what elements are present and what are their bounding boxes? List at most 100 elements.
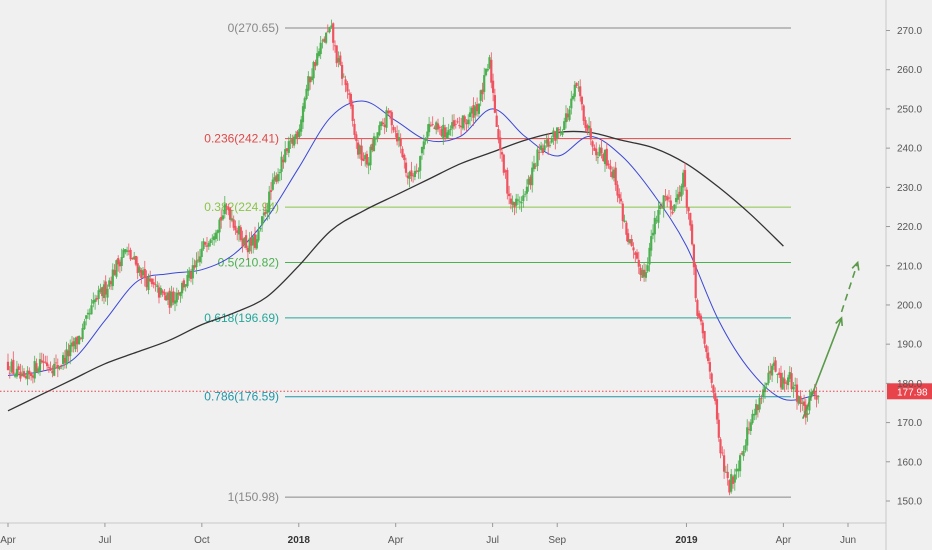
candle-body [74,337,77,350]
candle-body [133,256,136,260]
candle-body [374,138,377,140]
candle-body [673,204,676,211]
candle-body [769,370,772,374]
candle-body [742,450,745,457]
time-axis[interactable]: Apr Jul Oct 2018 Apr Jul Sep 2019 Apr Jun [0,523,856,546]
candle-body [538,152,541,153]
candle-body [755,404,758,415]
candle-body [404,162,408,173]
candle-body [731,476,735,484]
candle-body [792,386,795,390]
candle-body [795,384,799,402]
candle-body [173,300,177,304]
candle-body [659,205,662,210]
candle-body [63,357,66,363]
candle-body [323,38,326,42]
candle-body [406,175,409,179]
candle-body [566,113,569,118]
candle-body [723,455,726,472]
candle-body [797,396,800,404]
candle-body [150,278,153,285]
candle-body [515,198,518,206]
candle-body [609,165,612,170]
candle-body [657,209,660,223]
candle-body [730,474,733,492]
candle-body [696,300,699,316]
candle-body [197,259,200,261]
candle-body [756,405,759,411]
candle-body [243,237,246,245]
candle-body [170,292,173,306]
candle-body [40,360,43,363]
candle-body [319,42,322,55]
candle-body [35,363,38,372]
candle-body [513,202,516,208]
candle-body [69,344,72,357]
candle-body [161,290,164,293]
candle-body [625,222,628,235]
candle-body [493,95,496,113]
time-tick-label: Jun [840,535,856,546]
candle-body [122,249,125,258]
candle-body [10,361,13,372]
candle-body [360,145,363,161]
candle-body [449,129,452,131]
candle-body [332,23,335,43]
candle-body [205,245,209,247]
candle-body [186,275,189,287]
candle-body [712,385,715,393]
candle-body [774,360,777,372]
candle-body [209,239,212,243]
candle-body [364,155,367,160]
candle-body [296,131,299,138]
candle-body [479,90,482,101]
candle-body [202,241,205,249]
candle-body [685,189,688,208]
candle-body [511,201,514,205]
candle-body [53,363,56,376]
candle-body [664,196,667,197]
candle-body [357,142,360,155]
candle-body [141,270,145,275]
candle-body [216,230,219,234]
candle-body [99,288,102,293]
candle-body [497,129,500,140]
candle-body [470,107,473,114]
candle-body [134,256,137,265]
candle-body [767,372,770,384]
candle-body [136,263,139,273]
candle-body [250,238,253,246]
candle-body [278,172,281,174]
candle-body [509,198,512,204]
candle-body [252,236,255,246]
candle-body [396,133,399,142]
candle-body [316,53,319,65]
candle-body [666,196,669,201]
price-tick-label: 200.0 [897,300,922,311]
candle-body [200,248,203,257]
candle-body [707,352,710,361]
candle-body [385,110,388,128]
candle-body [495,115,498,127]
candlestick-series [6,19,820,496]
candle-body [460,126,463,128]
candle-body [237,225,241,235]
candle-body [454,123,457,125]
candle-body [37,368,40,373]
price-tick-label: 210.0 [897,261,922,272]
candle-body [22,371,26,377]
candle-body [536,149,539,167]
candle-body [790,373,793,390]
candle-body [582,105,585,121]
candle-body [653,217,656,235]
candle-body [787,377,790,386]
candle-body [367,162,370,166]
candle-body [424,138,427,142]
candle-body [337,58,340,63]
candle-body [524,193,527,195]
candle-body [305,88,308,99]
price-axis[interactable]: 150.0 160.0 170.0 180.0 190.0 200.0 210.0 220.0… [886,26,922,508]
candle-body [342,76,345,78]
candle-body [239,227,242,240]
